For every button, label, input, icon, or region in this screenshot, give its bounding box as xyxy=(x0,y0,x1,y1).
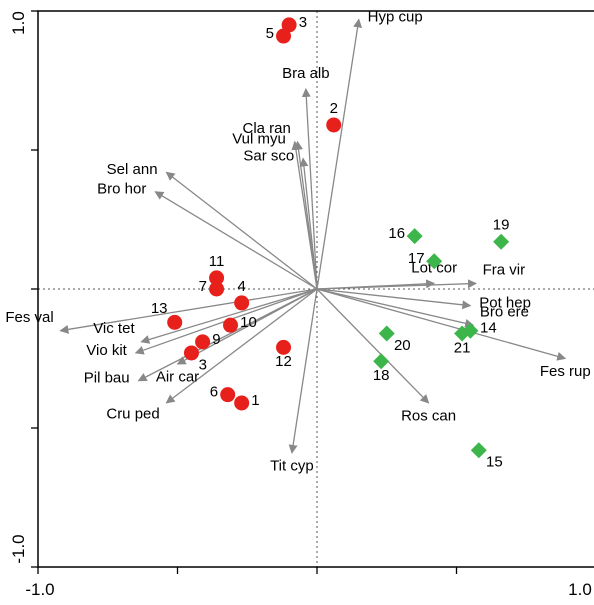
species-label: Fes val xyxy=(5,309,53,326)
species-arrow xyxy=(59,288,318,334)
site-point-red xyxy=(183,345,199,361)
y-tick-label: -1.0 xyxy=(9,534,28,563)
species-arrows xyxy=(59,18,567,454)
site-label: 15 xyxy=(486,454,503,471)
site-label: 18 xyxy=(373,367,390,384)
species-arrow xyxy=(291,140,318,290)
species-arrow xyxy=(316,288,430,404)
site-label: 2 xyxy=(330,100,338,117)
site-point-red xyxy=(195,334,211,350)
site-point-red xyxy=(209,270,225,286)
site-point-red xyxy=(234,295,250,311)
species-label: Ros can xyxy=(401,408,456,425)
species-arrow xyxy=(288,288,318,454)
site-label: 3 xyxy=(199,356,207,373)
species-arrow xyxy=(299,157,318,290)
site-point-red xyxy=(276,339,292,355)
species-arrow xyxy=(140,288,318,344)
site-label: 12 xyxy=(275,353,292,370)
species-arrow xyxy=(154,191,318,290)
site-point-green xyxy=(406,228,423,245)
site-point-red xyxy=(167,314,183,330)
site-label: 3 xyxy=(299,14,307,31)
site-label: 16 xyxy=(388,225,405,242)
species-label: Fes rup xyxy=(540,363,591,380)
site-label: 9 xyxy=(212,331,220,348)
species-arrow xyxy=(316,18,363,290)
species-label: Sel ann xyxy=(107,161,158,178)
species-arrow xyxy=(316,288,567,361)
site-point-red xyxy=(234,395,250,411)
species-arrow xyxy=(316,288,475,328)
site-point-red xyxy=(281,17,297,33)
origin-reference-lines xyxy=(38,11,594,567)
site-label: 19 xyxy=(493,217,510,234)
species-label: Sar sco xyxy=(243,147,294,164)
site-point-red xyxy=(326,117,342,133)
species-label: Pil bau xyxy=(84,370,130,387)
site-point-red xyxy=(220,387,236,403)
site-point-red xyxy=(223,317,239,333)
species-arrow xyxy=(316,279,477,290)
species-arrow xyxy=(165,171,318,290)
site-point-green xyxy=(454,325,471,342)
species-label: Air car xyxy=(156,369,199,386)
site-label: 20 xyxy=(394,337,411,354)
x-tick-label: -1.0 xyxy=(25,580,54,599)
site-label: 6 xyxy=(210,384,218,401)
site-point-green xyxy=(470,442,487,459)
species-arrow xyxy=(316,288,472,310)
site-label: 13 xyxy=(151,300,168,317)
species-label: Vio kit xyxy=(86,342,127,359)
species-label: Hyp cup xyxy=(368,8,423,25)
site-point-green xyxy=(378,325,395,342)
site-point-red xyxy=(209,281,225,297)
species-label: Bro ere xyxy=(480,303,529,320)
site-point-red xyxy=(276,28,292,44)
species-label: Cru ped xyxy=(106,405,159,422)
site-label: 4 xyxy=(237,278,245,295)
species-arrow xyxy=(301,87,318,290)
species-label: Bra alb xyxy=(282,65,330,82)
species-label: Cla ran xyxy=(243,120,291,137)
species-label: Vul myu xyxy=(232,131,286,148)
site-label: 21 xyxy=(454,339,471,356)
site-label: 10 xyxy=(240,314,257,331)
species-label: Pot hep xyxy=(479,295,531,312)
species-label: Tit cyp xyxy=(270,458,314,475)
y-tick-label: 1.0 xyxy=(9,11,28,35)
species-label: Fra vir xyxy=(483,262,526,279)
site-label: 11 xyxy=(209,253,225,270)
site-points xyxy=(167,17,510,459)
axis-ticks: -1.0 1.0 -1.0 1.0 xyxy=(9,10,592,599)
site-point-green xyxy=(426,253,443,270)
species-arrow xyxy=(165,288,318,404)
site-label: 5 xyxy=(266,25,274,42)
site-point-green xyxy=(493,233,510,250)
site-point-green xyxy=(373,353,390,370)
site-label: 1 xyxy=(251,392,259,409)
x-tick-label: 1.0 xyxy=(568,580,592,599)
site-label: 14 xyxy=(480,320,497,337)
species-label: Vic tet xyxy=(93,320,135,337)
species-label: Bro hor xyxy=(97,181,146,198)
site-label: 7 xyxy=(199,278,207,295)
site-label: 17 xyxy=(408,250,425,267)
species-arrow xyxy=(137,288,318,382)
